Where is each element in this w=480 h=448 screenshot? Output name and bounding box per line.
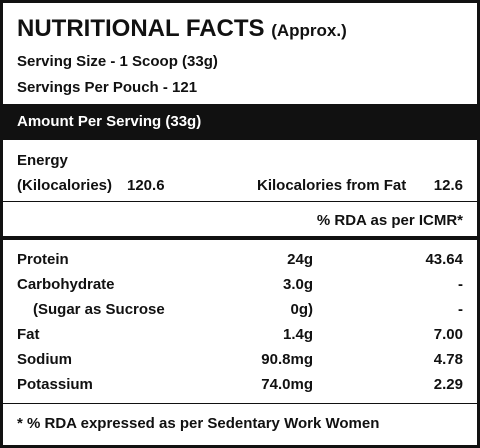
- title: NUTRITIONAL FACTS (Approx.): [17, 15, 347, 45]
- footnote: * % RDA expressed as per Sedentary Work …: [17, 415, 380, 432]
- fat-kcal-value: 12.6: [433, 177, 463, 194]
- header-band: Amount Per Serving (33g): [3, 104, 477, 140]
- title-note: (Approx.): [271, 21, 347, 40]
- nutrient-amount: 3.0g: [282, 276, 313, 293]
- nutrient-name: Fat: [17, 326, 40, 343]
- serving-size: Serving Size - 1 Scoop (33g): [17, 53, 218, 70]
- nutrient-rda: 7.00: [433, 326, 463, 343]
- nutrient-rda: -: [458, 301, 463, 318]
- nutrient-rda: 43.64: [425, 251, 463, 268]
- amount-per-serving: Amount Per Serving (33g): [17, 113, 202, 130]
- kcal-label: (Kilocalories): [17, 177, 113, 194]
- nutrient-name: (Sugar as Sucrose: [33, 301, 165, 318]
- nutrient-amount: 0g): [290, 301, 314, 318]
- nutrient-name: Protein: [17, 251, 69, 268]
- nutrient-name: Potassium: [17, 376, 93, 393]
- nutrient-amount: 24g: [287, 251, 313, 268]
- rule: [3, 403, 477, 404]
- nutrient-name: Sodium: [17, 351, 72, 368]
- nutrient-rda: 4.78: [433, 351, 463, 368]
- nutrient-amount: 74.0mg: [261, 376, 313, 393]
- title-text: NUTRITIONAL FACTS: [17, 15, 265, 42]
- nutrient-rda: -: [458, 276, 463, 293]
- energy-label: Energy: [17, 152, 68, 169]
- rule-thick: [3, 236, 477, 240]
- nutrient-amount: 90.8mg: [261, 351, 313, 368]
- servings-per-pouch: Servings Per Pouch - 121: [17, 79, 198, 96]
- kcal-value: 120.6: [127, 177, 165, 194]
- nutrient-amount: 1.4g: [282, 326, 313, 343]
- rda-header: % RDA as per ICMR*: [316, 212, 463, 229]
- rule: [3, 201, 477, 202]
- fat-kcal-label: Kilocalories from Fat: [257, 177, 407, 194]
- nutrient-name: Carbohydrate: [17, 276, 115, 293]
- nutrient-rda: 2.29: [433, 376, 463, 393]
